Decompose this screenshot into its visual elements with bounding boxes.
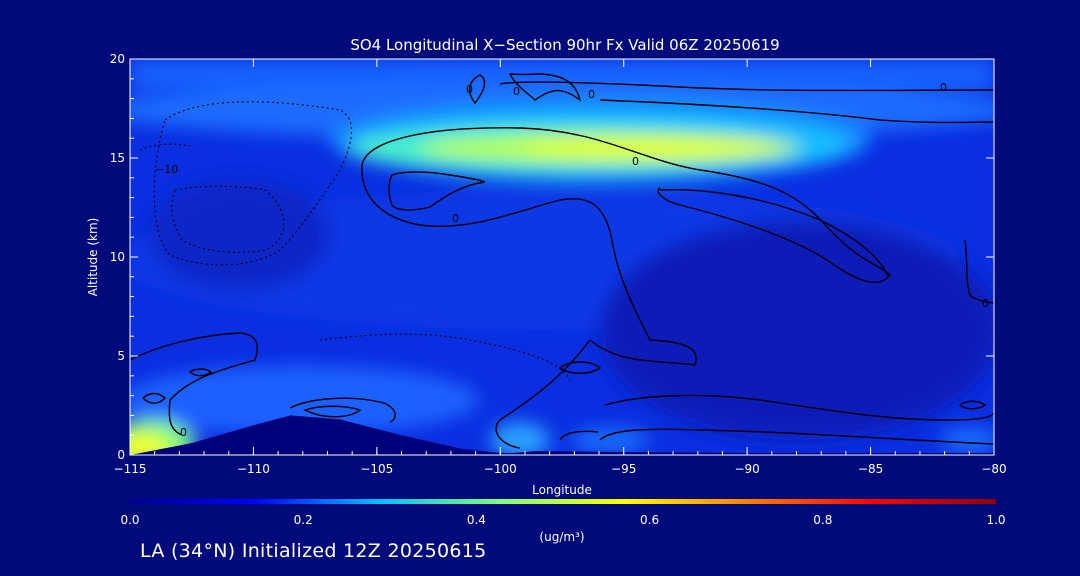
x-tick-label: −85	[858, 462, 883, 476]
y-tick-label: 20	[110, 52, 125, 66]
colorbar-tick-label: 0.6	[640, 513, 659, 527]
plot-area: 0 0 0 0 0 −10 0 0 0	[130, 59, 994, 455]
footer-initialization-text: LA (34°N) Initialized 12Z 20250615	[140, 540, 487, 562]
contour-label: 0	[452, 212, 459, 225]
colorbar-tick-label: 0.0	[120, 513, 139, 527]
colorbar-tick-label: 1.0	[986, 513, 1005, 527]
x-tick-label: −110	[237, 462, 270, 476]
x-tick-label: −105	[360, 462, 393, 476]
x-tick-label: −90	[734, 462, 759, 476]
contour-label: 0	[180, 426, 187, 439]
contour-label: −10	[155, 163, 178, 176]
colorbar-unit-label: (ug/m³)	[539, 530, 584, 544]
chart-title: SO4 Longitudinal X−Section 90hr Fx Valid…	[350, 36, 779, 54]
negative-contours	[139, 101, 571, 381]
contour-label: 0	[513, 85, 520, 98]
contour-label: 0	[466, 83, 473, 96]
concentration-field	[130, 59, 994, 455]
contour-label: 0	[940, 81, 947, 94]
colorbar-tick-label: 0.4	[467, 513, 486, 527]
contour-label: 0	[588, 88, 595, 101]
x-axis-label: Longitude	[532, 483, 592, 497]
y-tick-label: 5	[117, 349, 125, 363]
terrain-mask	[130, 415, 994, 455]
colorbar	[130, 499, 996, 504]
colorbar-ticks: 0.0 0.2 0.4 0.6 0.8 1.0	[120, 513, 1005, 527]
colorbar-tick-label: 0.2	[294, 513, 313, 527]
y-tick-label: 0	[117, 448, 125, 462]
colorbar-tick-label: 0.8	[813, 513, 832, 527]
x-axis: −115 −110 −105 −100 −95 −90 −85 −80	[114, 59, 1007, 476]
contour-lines	[130, 73, 994, 449]
contour-label: 0	[982, 297, 989, 310]
y-tick-label: 15	[110, 151, 125, 165]
y-axis: 0 5 10 15 20	[110, 52, 994, 462]
contour-label: 0	[632, 155, 639, 168]
x-tick-label: −80	[981, 462, 1006, 476]
contour-labels: 0 0 0 0 0 −10 0 0 0	[155, 81, 989, 439]
x-tick-label: −115	[114, 462, 147, 476]
x-tick-label: −100	[484, 462, 517, 476]
x-tick-label: −95	[611, 462, 636, 476]
y-axis-label: Altitude (km)	[86, 218, 100, 297]
y-tick-label: 10	[110, 250, 125, 264]
